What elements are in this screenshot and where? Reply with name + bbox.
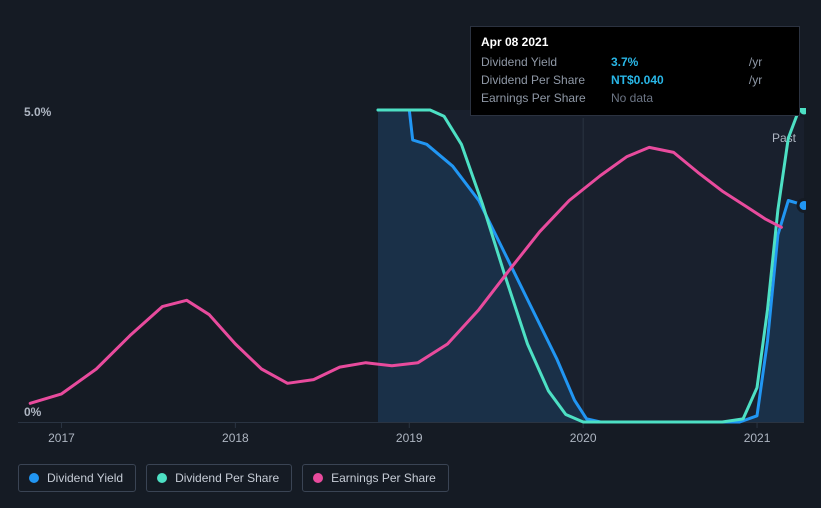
tooltip-row: Earnings Per ShareNo data bbox=[481, 89, 789, 107]
tooltip-row-label: Dividend Per Share bbox=[481, 71, 611, 89]
y-axis-label: 0% bbox=[24, 405, 42, 419]
legend-item-dividend_yield[interactable]: Dividend Yield bbox=[18, 464, 136, 492]
tooltip-row-label: Earnings Per Share bbox=[481, 89, 611, 107]
legend-item-earnings_per_share[interactable]: Earnings Per Share bbox=[302, 464, 449, 492]
legend-swatch bbox=[157, 473, 167, 483]
legend-label: Dividend Yield bbox=[47, 471, 123, 485]
legend-swatch bbox=[313, 473, 323, 483]
x-axis-label: 2020 bbox=[570, 431, 597, 445]
tooltip-row-label: Dividend Yield bbox=[481, 53, 611, 71]
tooltip-row-unit: /yr bbox=[745, 71, 789, 89]
x-axis-label: 2021 bbox=[744, 431, 771, 445]
x-axis-label: 2019 bbox=[396, 431, 423, 445]
legend-item-dividend_per_share[interactable]: Dividend Per Share bbox=[146, 464, 292, 492]
past-label: Past bbox=[772, 131, 797, 145]
legend-label: Dividend Per Share bbox=[175, 471, 279, 485]
y-axis-label: 5.0% bbox=[24, 105, 52, 119]
x-axis-label: 2018 bbox=[222, 431, 249, 445]
tooltip-row-value: 3.7% bbox=[611, 53, 745, 71]
tooltip-row: Dividend Per ShareNT$0.040/yr bbox=[481, 71, 789, 89]
tooltip-table: Dividend Yield3.7%/yrDividend Per ShareN… bbox=[481, 53, 789, 107]
tooltip-row-value: No data bbox=[611, 89, 789, 107]
dividend-chart: Past 2017 2018 2019 2020 2021 0% 5.0% Apr 08 20… bbox=[0, 0, 821, 508]
legend-label: Earnings Per Share bbox=[331, 471, 436, 485]
tooltip-row: Dividend Yield3.7%/yr bbox=[481, 53, 789, 71]
tooltip-row-value: NT$0.040 bbox=[611, 71, 745, 89]
tooltip-date: Apr 08 2021 bbox=[481, 35, 789, 49]
legend-swatch bbox=[29, 473, 39, 483]
tooltip-row-unit: /yr bbox=[745, 53, 789, 71]
chart-tooltip: Apr 08 2021 Dividend Yield3.7%/yrDividen… bbox=[470, 26, 800, 116]
x-axis-label: 2017 bbox=[48, 431, 75, 445]
chart-legend: Dividend Yield Dividend Per Share Earnings… bbox=[18, 464, 449, 492]
